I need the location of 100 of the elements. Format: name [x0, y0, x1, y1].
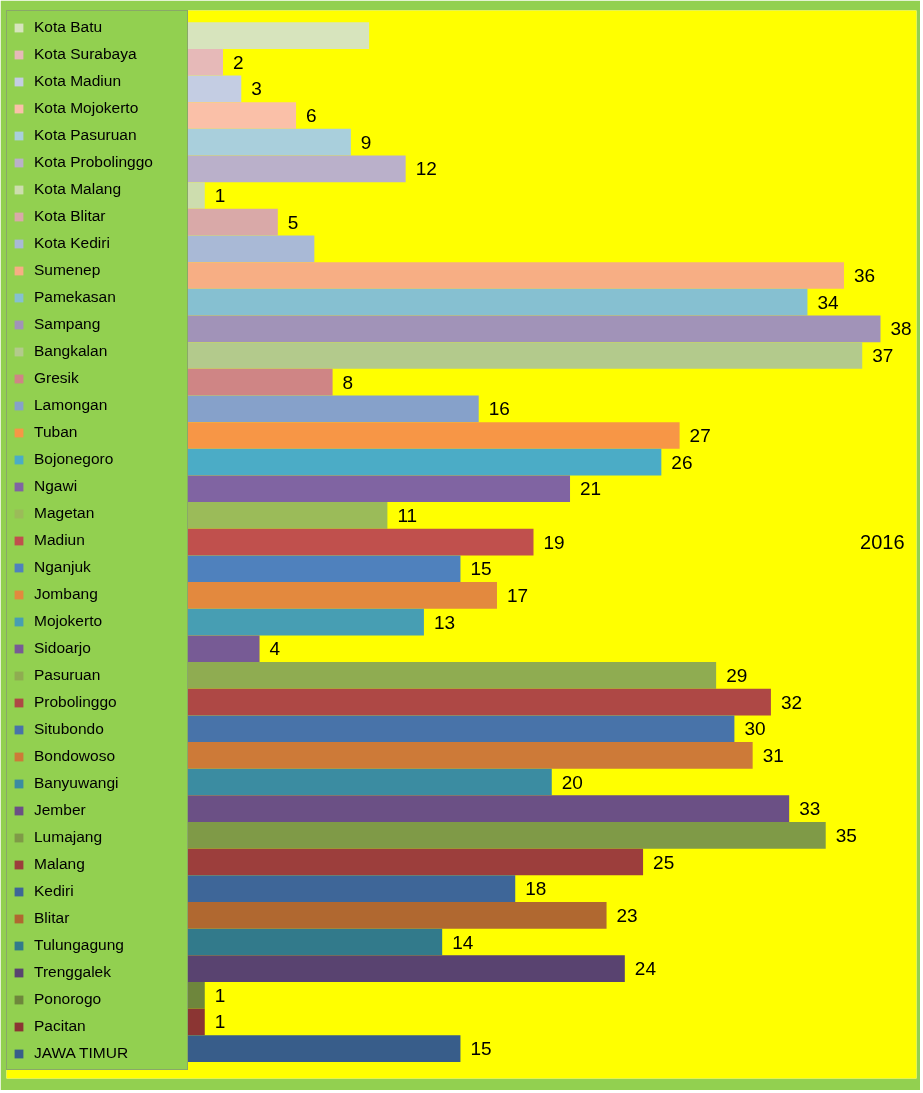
- legend-label: Malang: [34, 854, 86, 874]
- data-label: 11: [397, 504, 418, 526]
- bar: [186, 315, 881, 343]
- data-label: 16: [488, 398, 510, 420]
- legend-label: Blitar: [34, 908, 71, 928]
- legend-label: Banyuwangi: [34, 773, 120, 793]
- data-label: 26: [671, 451, 693, 473]
- data-label: 15: [470, 558, 492, 580]
- bar: [186, 502, 388, 529]
- legend-label: JAWA TIMUR: [34, 1043, 130, 1063]
- legend-label: Lumajang: [34, 827, 104, 847]
- bar: [186, 768, 552, 796]
- bar: [186, 528, 534, 556]
- data-label: 23: [616, 904, 638, 926]
- bar: [186, 262, 844, 289]
- bar: [186, 102, 297, 129]
- bar: [186, 475, 571, 503]
- data-label: 8: [342, 371, 354, 393]
- legend-label: Sampang: [34, 314, 102, 334]
- legend-label: Pamekasan: [34, 287, 117, 307]
- legend-label: Bojonegoro: [34, 449, 115, 469]
- legend-label: Kota Surabaya: [34, 44, 138, 64]
- legend-label: Kota Malang: [34, 179, 123, 199]
- legend-label: Mojokerto: [34, 611, 104, 631]
- bar: [186, 582, 497, 609]
- legend-label: Kediri: [34, 881, 75, 901]
- legend-label: Jember: [34, 800, 87, 820]
- data-label: 36: [853, 265, 876, 286]
- bar: [186, 955, 625, 982]
- bar: [186, 635, 260, 663]
- legend-label: Lamongan: [34, 395, 109, 415]
- bar: [186, 608, 424, 636]
- bar: [186, 715, 735, 743]
- legend-label: Kota Probolinggo: [34, 152, 154, 172]
- data-label: 13: [433, 611, 456, 633]
- bar: [186, 342, 863, 369]
- data-label: 5: [287, 211, 299, 233]
- data-label: 29: [726, 664, 748, 686]
- legend-label: Jombang: [34, 584, 99, 604]
- bar: [186, 22, 370, 49]
- data-label: 3: [251, 78, 262, 100]
- data-label: 31: [762, 744, 784, 766]
- bar: [186, 662, 717, 689]
- data-label: 30: [744, 718, 766, 740]
- legend-label: Sidoarjo: [34, 638, 92, 658]
- bar: [186, 422, 680, 449]
- legend-label: Ngawi: [34, 476, 79, 496]
- data-label: 32: [780, 691, 803, 713]
- legend-label: Kota Blitar: [34, 206, 107, 226]
- bar: [186, 448, 662, 476]
- data-label: 25: [653, 851, 675, 873]
- data-label: 1: [214, 185, 226, 207]
- data-label: 9: [360, 131, 372, 153]
- data-label: 24: [634, 958, 657, 980]
- annotation: 2016: [860, 531, 905, 554]
- bar: [186, 368, 333, 396]
- data-label: 20: [561, 771, 583, 793]
- bar: [186, 75, 242, 103]
- legend-label: Probolinggo: [34, 692, 118, 712]
- bar: [186, 48, 224, 76]
- legend-label: Gresik: [34, 368, 80, 388]
- data-label: 35: [835, 824, 857, 846]
- legend-label: Situbondo: [34, 719, 105, 739]
- data-label: 33: [799, 798, 821, 820]
- bar: [186, 742, 753, 769]
- data-label: 12: [415, 158, 437, 180]
- bar: [186, 875, 516, 903]
- data-label: 14: [452, 931, 474, 953]
- legend-label: Magetan: [34, 503, 96, 523]
- legend-label: Tulungagung: [34, 935, 125, 955]
- data-label: 34: [817, 291, 840, 313]
- legend-label: Kota Madiun: [34, 71, 123, 91]
- legend-label: Tuban: [34, 422, 79, 442]
- legend-label: Kota Batu: [34, 17, 104, 37]
- legend-label: Pacitan: [34, 1016, 87, 1036]
- legend-label: Kota Pasuruan: [34, 125, 138, 145]
- data-label: 37: [872, 344, 894, 366]
- data-label: 6: [306, 105, 317, 127]
- data-label: 1: [214, 984, 226, 1006]
- data-label: 15: [470, 1038, 492, 1060]
- bar: [186, 928, 443, 956]
- legend-label: Kota Mojokerto: [34, 98, 140, 118]
- data-label: 21: [580, 478, 602, 500]
- data-label: 18: [525, 878, 547, 900]
- legend-label: Nganjuk: [34, 557, 92, 577]
- legend-label: Pasuruan: [34, 665, 102, 685]
- legend-label: Bondowoso: [34, 746, 116, 766]
- bar: [186, 822, 826, 849]
- legend-label: Bangkalan: [34, 341, 109, 361]
- bar: [186, 155, 406, 183]
- bar: [186, 395, 479, 423]
- legend-label: Kota Kediri: [34, 233, 111, 253]
- bar: [186, 848, 644, 876]
- legend-label: Sumenep: [34, 260, 102, 280]
- data-label: 38: [890, 318, 912, 340]
- bar: [186, 555, 461, 583]
- bar: [186, 208, 278, 236]
- data-label: 19: [543, 531, 565, 553]
- bar: [186, 288, 808, 316]
- legend-label: Trenggalek: [34, 962, 112, 982]
